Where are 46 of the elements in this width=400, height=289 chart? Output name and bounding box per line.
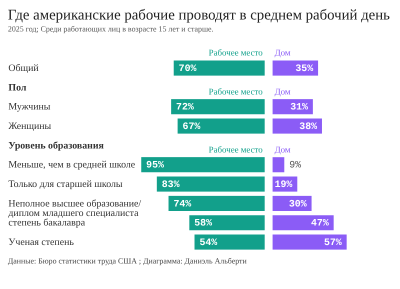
y-tick-label: степень бакалавра — [8, 218, 86, 229]
y-tick-label: Мужчины — [8, 102, 51, 113]
bar — [272, 157, 284, 172]
data-label: 74% — [173, 198, 192, 210]
text: Рабочее место — [208, 48, 263, 58]
data-label: 38% — [299, 121, 318, 132]
bar — [141, 157, 265, 172]
data-label: 19% — [274, 179, 292, 190]
bar — [171, 99, 265, 114]
data-label: 31% — [290, 102, 308, 113]
data-label: 47% — [310, 218, 329, 229]
text: Дом — [274, 48, 291, 58]
data-label: 30% — [288, 198, 307, 210]
text: Данные: Бюро статистики труда США ; Диаграмма: Даниэль Альберти — [8, 256, 248, 266]
bar — [189, 215, 265, 230]
data-label: 58% — [194, 218, 212, 229]
y-tick-label: Только для старшей школы — [8, 179, 123, 190]
data-label: 70% — [178, 62, 196, 74]
bar — [272, 234, 347, 250]
series-label: Рабочее место — [208, 144, 264, 154]
text: Дом — [274, 86, 291, 96]
bar — [156, 176, 265, 192]
bar — [174, 60, 265, 76]
chart-title: Где американские рабочие проводят в среднем рабочий день — [8, 7, 390, 24]
bar — [194, 234, 265, 250]
data-label: 95% — [146, 160, 164, 171]
bar — [168, 196, 265, 211]
data-label: 72% — [176, 102, 194, 113]
y-tick-label: Меньше, чем в средней школе — [8, 160, 136, 171]
data-label: 9% — [289, 160, 302, 171]
y-tick-label: Женщины — [8, 121, 52, 132]
bar — [178, 118, 265, 134]
y-tick-label: Общий — [8, 62, 40, 74]
y-tick-label: Пол — [8, 82, 27, 94]
bar — [272, 99, 313, 114]
data-label: 83% — [162, 179, 180, 190]
data-label: 35% — [295, 62, 314, 74]
bar — [272, 215, 334, 230]
text: Рабочее место — [208, 86, 263, 96]
data-label: 57% — [324, 237, 342, 248]
chart-subtitle: 2025 год; Среди работающих лиц в возрасте 15 лет и старше. — [8, 24, 214, 34]
series-label: Дом — [274, 144, 291, 154]
data-label: 54% — [199, 237, 218, 248]
y-tick-label: Ученая степень — [8, 237, 74, 248]
y-tick-label: Уровень образования — [8, 140, 105, 152]
data-label: 67% — [182, 121, 200, 132]
